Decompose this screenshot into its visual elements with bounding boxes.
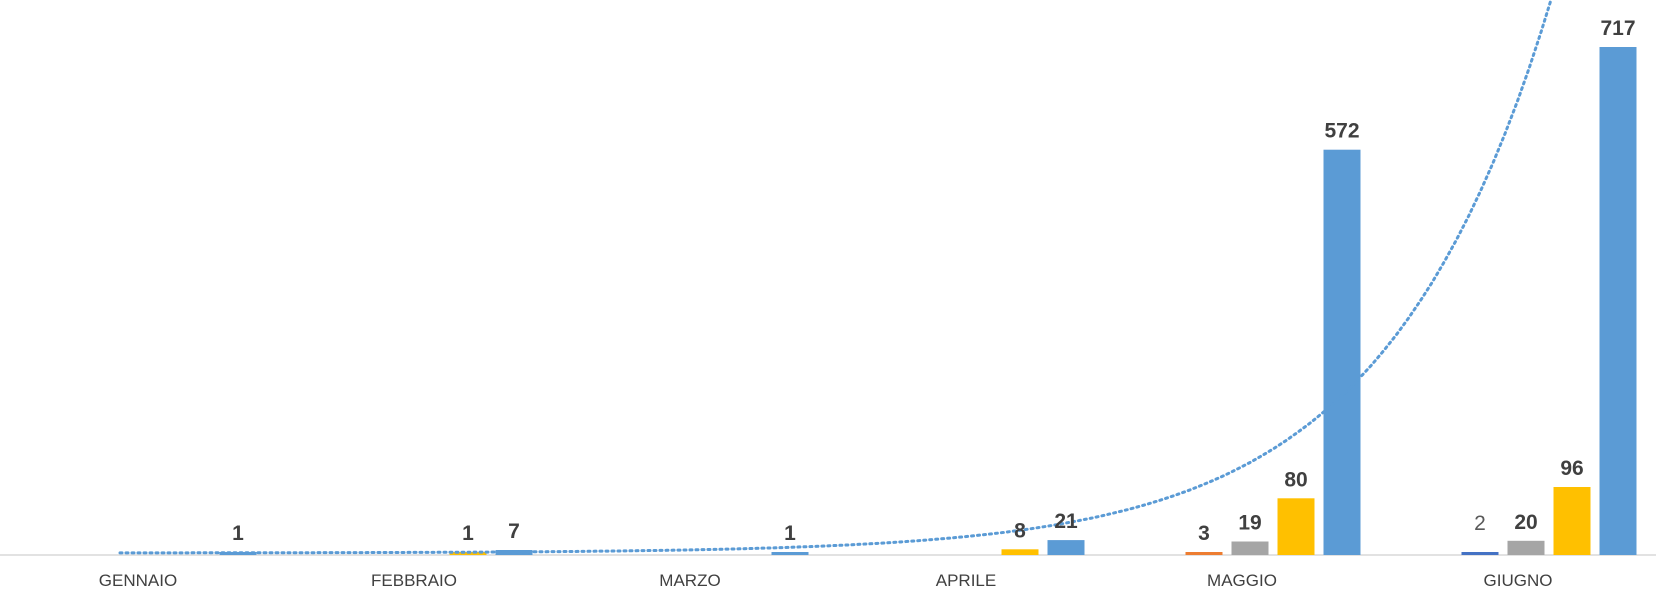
category-labels-group: GENNAIO FEBBRAIO MARZO APRILE MAGGIO GIUGNO bbox=[99, 571, 1553, 590]
bar-maggio-series-2 bbox=[1232, 542, 1269, 556]
data-label-marzo-series-4: 1 bbox=[784, 522, 796, 545]
data-label-febbraio-series-4: 7 bbox=[508, 520, 520, 543]
data-label-aprile-series-3: 8 bbox=[1014, 519, 1026, 542]
bar-maggio-series-3 bbox=[1278, 498, 1315, 555]
data-label-giugno-series-2: 20 bbox=[1514, 511, 1537, 534]
bar-giugno-series-3 bbox=[1554, 487, 1591, 555]
bar-giugno-series-4 bbox=[1600, 47, 1637, 555]
data-label-febbraio-series-3: 1 bbox=[462, 522, 474, 545]
category-label-giugno: GIUGNO bbox=[1484, 571, 1553, 590]
bar-maggio-series-4 bbox=[1324, 150, 1361, 555]
data-label-giugno-extra-series: 2 bbox=[1474, 512, 1486, 535]
bar-maggio-series-1 bbox=[1186, 552, 1223, 555]
bar-aprile-series-4 bbox=[1048, 540, 1085, 555]
category-label-gennaio: GENNAIO bbox=[99, 571, 177, 590]
category-label-aprile: APRILE bbox=[936, 571, 996, 590]
data-labels-group: 1 1 7 1 8 21 3 19 80 572 20 96 717 2 bbox=[232, 17, 1635, 545]
data-label-gennaio-series-4: 1 bbox=[232, 522, 244, 545]
bars-group bbox=[220, 47, 1637, 555]
data-label-aprile-series-4: 21 bbox=[1054, 510, 1078, 533]
bar-giugno-series-2 bbox=[1508, 541, 1545, 555]
data-label-maggio-series-1: 3 bbox=[1198, 522, 1210, 545]
bar-giugno-extra-series bbox=[1462, 552, 1499, 555]
category-label-febbraio: FEBBRAIO bbox=[371, 571, 457, 590]
bar-aprile-series-3 bbox=[1002, 549, 1039, 555]
category-label-maggio: MAGGIO bbox=[1207, 571, 1277, 590]
data-label-maggio-series-4: 572 bbox=[1324, 120, 1359, 143]
data-label-giugno-series-4: 717 bbox=[1600, 17, 1635, 40]
data-label-maggio-series-2: 19 bbox=[1238, 512, 1261, 535]
data-label-maggio-series-3: 80 bbox=[1284, 468, 1307, 491]
bar-marzo-series-4 bbox=[772, 552, 809, 555]
category-label-marzo: MARZO bbox=[659, 571, 720, 590]
data-label-giugno-series-3: 96 bbox=[1560, 457, 1583, 480]
